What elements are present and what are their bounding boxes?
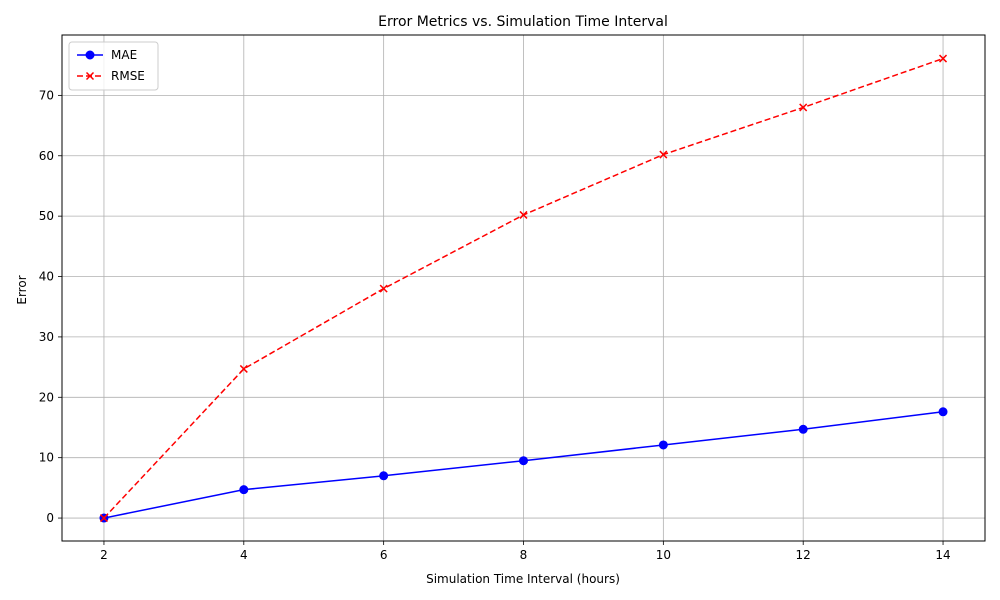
grid-lines: [62, 35, 985, 541]
series-layer: [99, 54, 948, 523]
y-tick-label: 70: [39, 88, 54, 102]
chart-title: Error Metrics vs. Simulation Time Interv…: [378, 14, 668, 30]
y-tick-label: 40: [39, 270, 54, 284]
y-axis-title: Error: [15, 275, 29, 304]
rmse-point: [799, 103, 808, 112]
x-tick-label: 4: [240, 548, 248, 562]
x-tick-label: 8: [520, 548, 528, 562]
mae-point: [379, 471, 389, 481]
y-tick-label: 20: [39, 390, 54, 404]
legend: MAE RMSE: [68, 41, 159, 91]
mae-point: [239, 485, 249, 495]
legend-item-rmse: RMSE: [77, 69, 145, 83]
rmse-point: [379, 284, 388, 293]
y-tick-label: 60: [39, 149, 54, 163]
rmse-point: [99, 514, 108, 523]
y-tick-label: 0: [46, 511, 54, 525]
legend-label-rmse: RMSE: [111, 69, 145, 83]
rmse-point: [939, 54, 948, 63]
legend-marker-mae: [85, 50, 95, 60]
y-tick-label: 30: [39, 330, 54, 344]
rmse-point: [519, 210, 528, 219]
mae-point: [938, 407, 948, 417]
x-tick-label: 6: [380, 548, 388, 562]
legend-marker-rmse: [85, 71, 95, 81]
x-tick-label: 14: [935, 548, 950, 562]
mae-point: [798, 424, 808, 434]
series-rmse: [99, 54, 948, 523]
mae-point: [658, 440, 668, 450]
mae-point: [519, 456, 528, 466]
y-tick-label: 50: [39, 209, 54, 223]
x-axis: 2 4 6 8 10 12 14: [100, 541, 951, 562]
legend-label-mae: MAE: [111, 48, 137, 62]
rmse-point: [659, 150, 668, 159]
x-tick-label: 12: [796, 548, 811, 562]
y-axis: 0 10 20 30 40 50 60 70: [39, 88, 62, 525]
x-axis-title: Simulation Time Interval (hours): [426, 572, 620, 586]
y-tick-label: 10: [39, 451, 54, 465]
x-tick-label: 10: [656, 548, 671, 562]
legend-item-mae: MAE: [77, 48, 137, 62]
x-tick-label: 2: [100, 548, 108, 562]
series-mae: [99, 407, 948, 523]
rmse-point: [239, 364, 248, 373]
